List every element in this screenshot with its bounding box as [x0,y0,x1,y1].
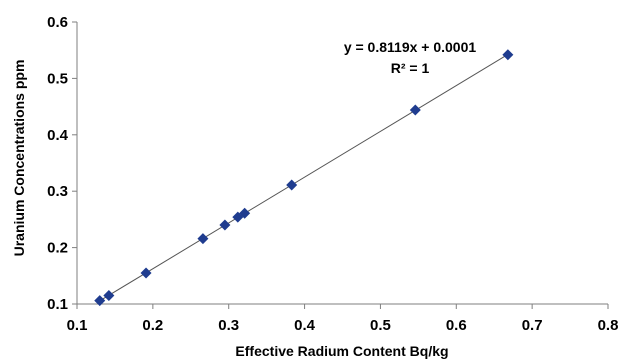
y-tick-label: 0.2 [47,240,68,257]
data-point [409,104,421,116]
x-tick-label: 0.8 [598,317,619,334]
data-point [94,295,106,307]
trendline-r-squared: R² = 1 [391,60,430,76]
data-point [502,49,514,61]
y-tick-label: 0.3 [47,183,68,200]
data-point [103,290,115,302]
x-tick-label: 0.7 [522,317,543,334]
data-point [197,233,209,245]
data-point [286,179,298,191]
y-axis-title: Uranium Concentrations ppm [11,60,27,257]
x-tick-label: 0.5 [370,317,391,334]
y-tick-label: 0.6 [47,14,68,31]
trendline-layer [99,54,509,302]
y-tick-label: 0.1 [47,296,68,313]
x-tick-label: 0.2 [142,317,163,334]
trendline-equation: y = 0.8119x + 0.0001 [344,39,477,55]
x-tick-label: 0.3 [218,317,239,334]
ticks: 0.1 0.2 0.3 0.4 0.5 0.6 0.7 0.8 0.1 0.2 0.3 0.4 0.5 0… [47,14,618,334]
data-point [140,267,152,279]
x-tick-label: 0.4 [294,317,316,334]
x-tick-label: 0.1 [67,317,88,334]
data-point [239,207,251,219]
x-axis-title: Effective Radium Content Bq/kg [235,343,448,359]
y-tick-label: 0.5 [47,70,68,87]
axes [76,22,608,305]
x-tick-label: 0.6 [446,317,467,334]
data-points [94,49,514,307]
y-tick-label: 0.4 [47,127,69,144]
trendline [99,54,509,302]
data-point [219,219,231,231]
